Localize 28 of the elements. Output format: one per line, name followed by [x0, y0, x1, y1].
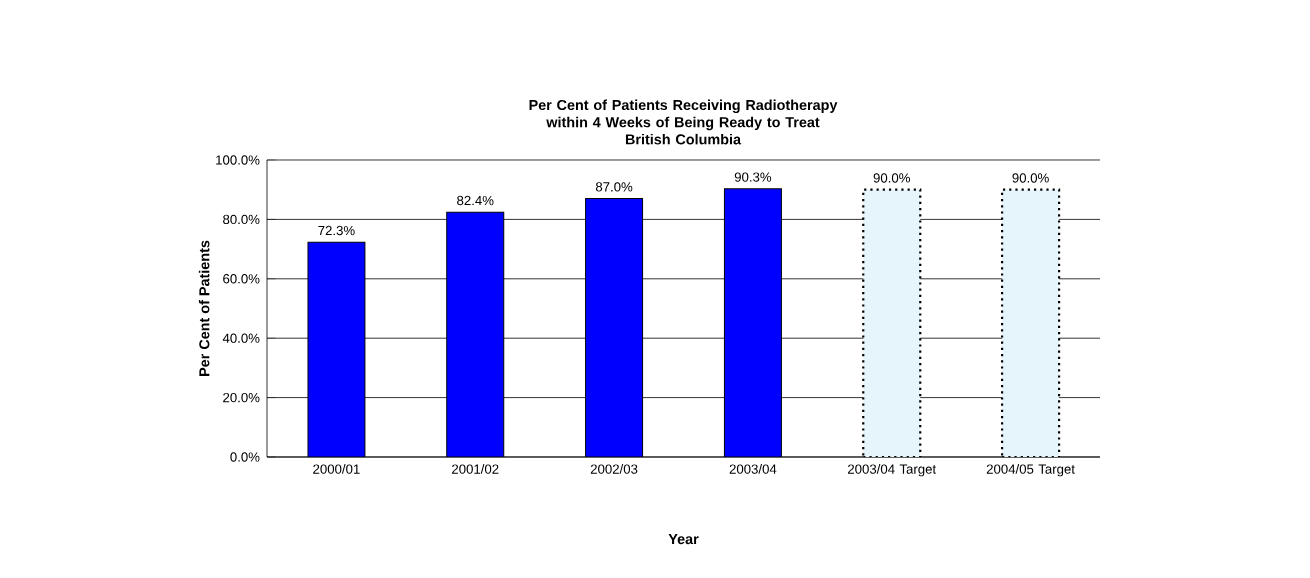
y-axis-title: Per Cent of Patients	[198, 240, 210, 376]
y-tick-label: 0.0%	[230, 452, 260, 462]
y-tick-label: 40.0%	[222, 333, 260, 343]
y-tick-label: 80.0%	[223, 214, 260, 225]
bar	[862, 188, 922, 457]
data-label: 87.0%	[595, 182, 633, 192]
x-tick-label: 2003/04	[729, 464, 777, 474]
y-tick-label: 20.0%	[223, 392, 260, 403]
x-axis-title: Year	[668, 534, 699, 545]
y-tick-label: 100.0%	[216, 155, 260, 165]
bar	[446, 211, 505, 457]
bar	[723, 188, 782, 457]
x-tick-label: 2002/03	[590, 464, 638, 474]
data-label: 90.0%	[873, 173, 910, 183]
bar	[1000, 188, 1061, 457]
x-tick-label: 2001/02	[452, 464, 499, 474]
chart-subtitle: British Columbia	[625, 133, 742, 145]
data-label: 90.3%	[734, 172, 772, 182]
x-tick-label: 2004/05 Target	[986, 464, 1075, 477]
x-tick-label: 2003/04 Target	[848, 464, 937, 477]
y-tick-label: 60.0%	[223, 274, 260, 284]
bar	[307, 241, 366, 457]
data-label: 72.3%	[318, 225, 355, 236]
chart-title: Per Cent of Patients Receiving Radiotherapy within 4 Weeks of Being Ready to Treat	[529, 99, 838, 131]
data-label: 82.4%	[457, 195, 494, 206]
bar	[585, 198, 644, 457]
x-tick-label: 2000/01	[313, 464, 360, 474]
data-label: 90.0%	[1012, 173, 1049, 183]
